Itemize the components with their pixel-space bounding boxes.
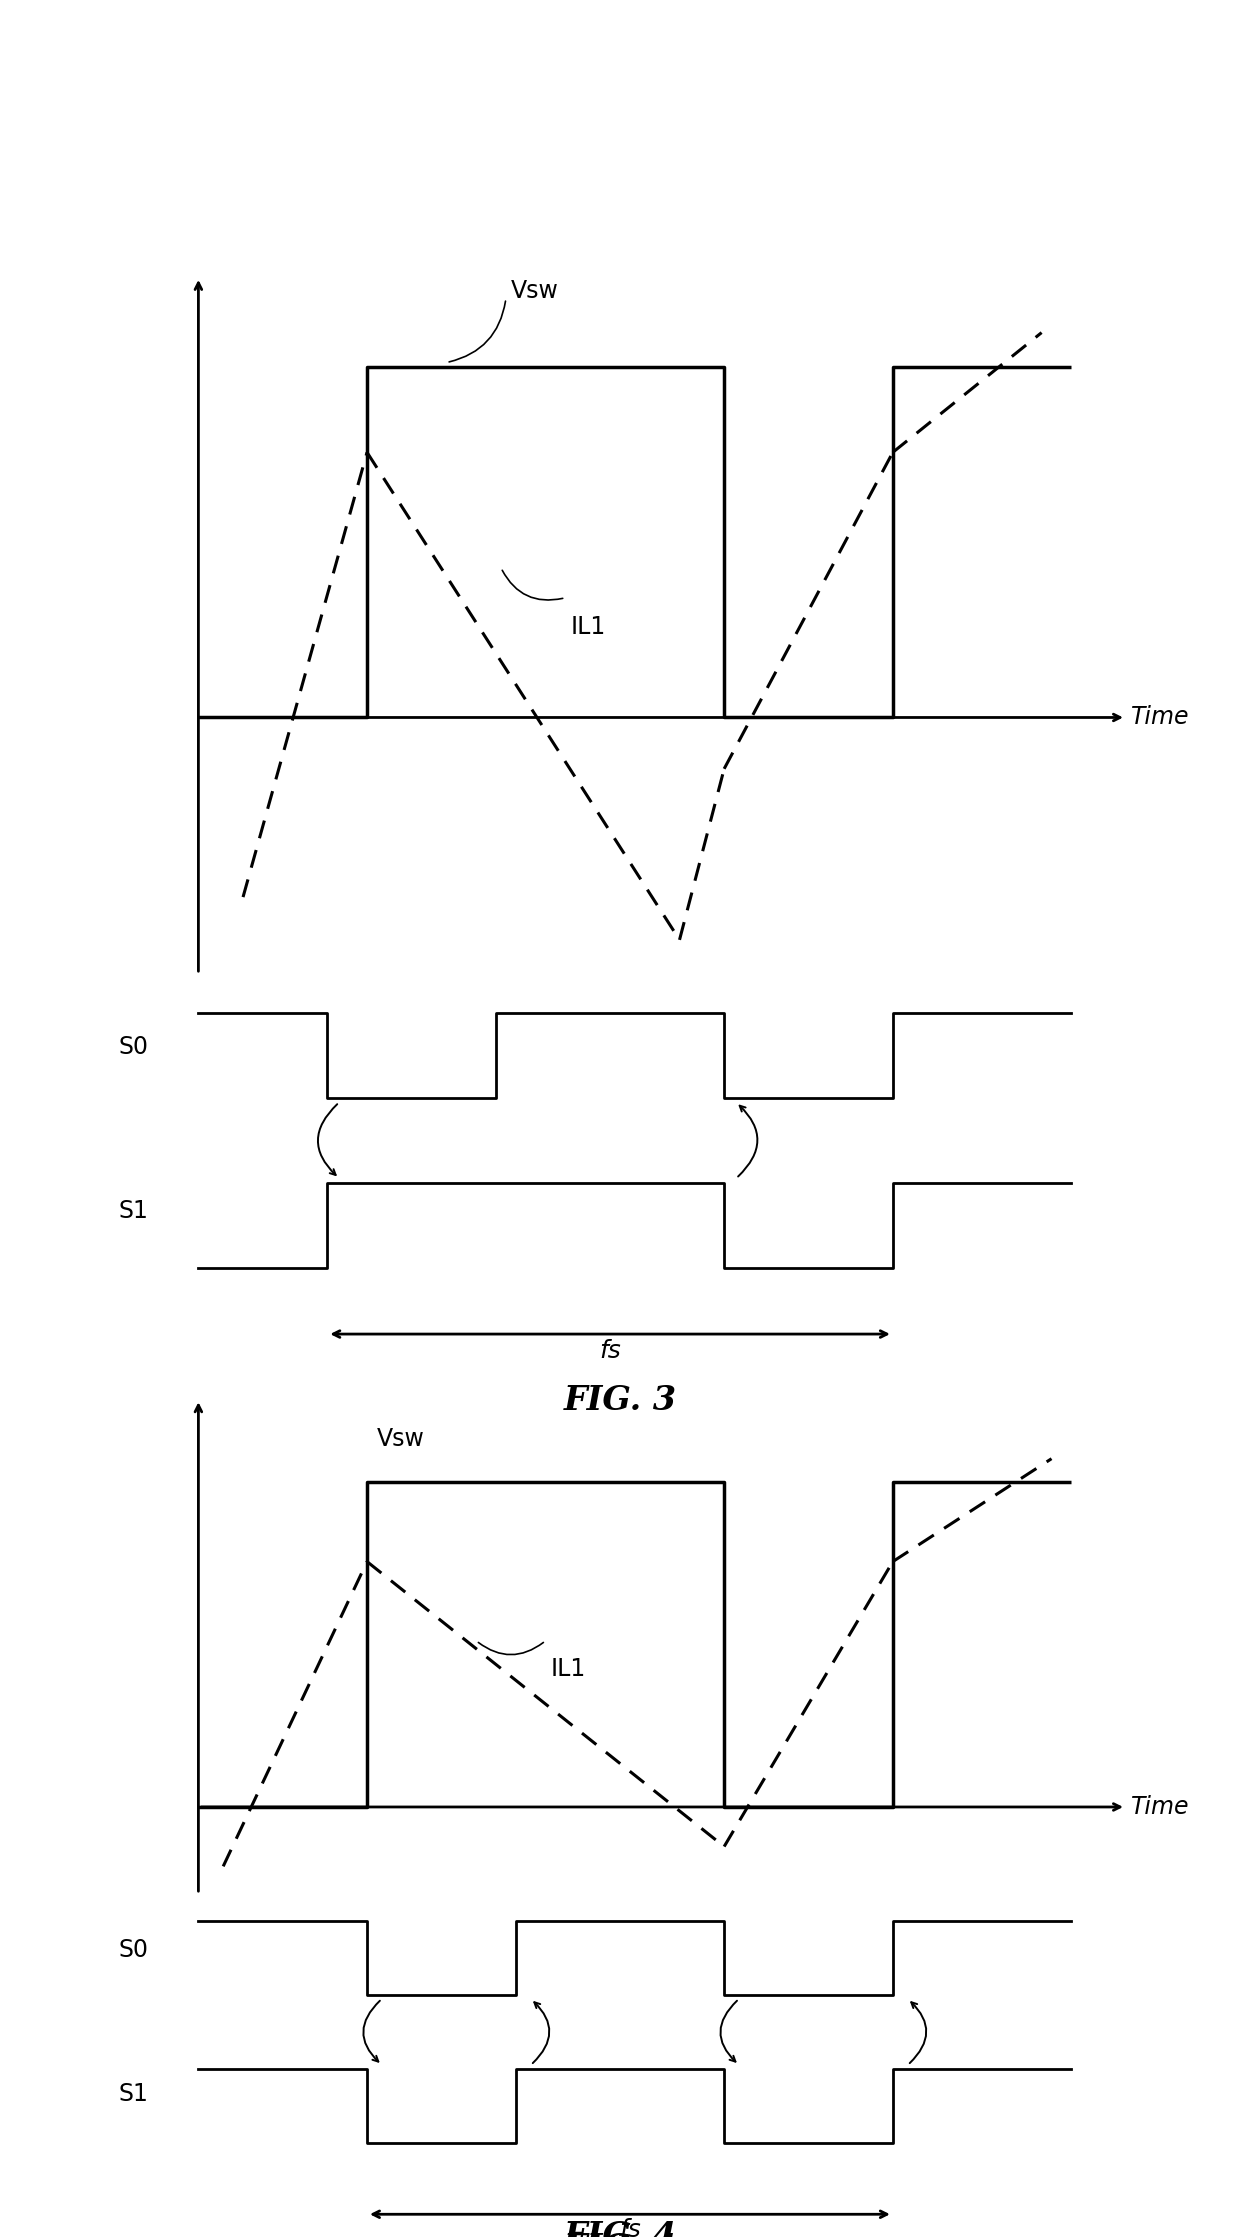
Text: Vsw: Vsw: [511, 280, 559, 302]
Text: fs: fs: [619, 2219, 641, 2237]
Text: FIG. 3: FIG. 3: [563, 1385, 677, 1416]
Text: fs: fs: [599, 1338, 621, 1362]
Text: Vsw: Vsw: [377, 1427, 425, 1452]
Text: FIG. 4: FIG. 4: [563, 2233, 677, 2237]
Text: Time: Time: [1131, 705, 1189, 729]
Text: Time: Time: [1131, 1794, 1189, 1819]
Text: IL1: IL1: [570, 615, 605, 640]
Text: FIG. 4: FIG. 4: [563, 2221, 677, 2237]
Text: S1: S1: [119, 2083, 149, 2105]
Text: S1: S1: [119, 1199, 149, 1224]
Text: IL1: IL1: [551, 1658, 585, 1680]
Text: S0: S0: [119, 1033, 149, 1058]
Text: S0: S0: [119, 1939, 149, 1962]
